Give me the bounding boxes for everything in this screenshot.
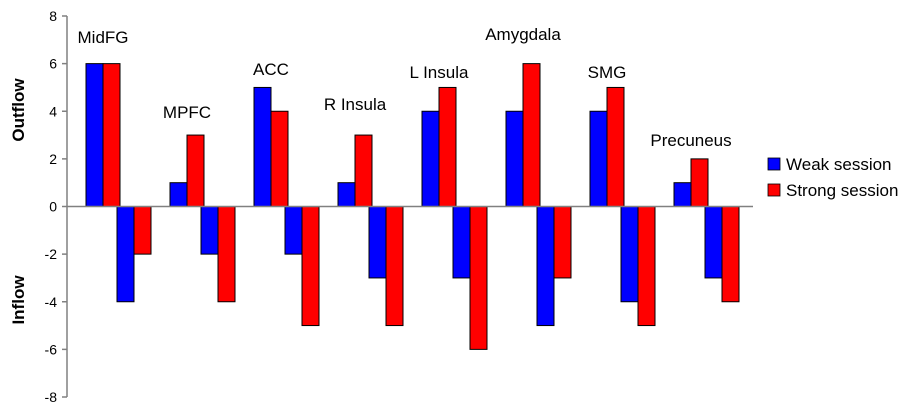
bar-outflow-strong-5: [522, 63, 541, 207]
bars-layer: [85, 63, 740, 350]
bar-outflow-weak-3: [337, 182, 356, 207]
bar-outflow-strong-3: [354, 134, 373, 207]
bar-outflow-weak-4: [421, 110, 440, 207]
region-label-6: SMG: [588, 63, 627, 82]
bar-inflow-strong-5: [553, 206, 572, 279]
bar-inflow-strong-1: [217, 206, 236, 303]
region-label-2: ACC: [253, 60, 289, 79]
region-label-5: Amygdala: [485, 25, 561, 44]
bar-inflow-strong-2: [301, 206, 320, 327]
y-tick-label: 0: [49, 199, 57, 215]
y-tick-label: 8: [49, 8, 57, 24]
bar-outflow-weak-6: [589, 110, 608, 207]
bar-inflow-strong-3: [385, 206, 404, 327]
bar-outflow-weak-7: [673, 182, 692, 207]
bar-inflow-strong-7: [721, 206, 740, 303]
y-axis-title-outflow: Outflow: [9, 78, 28, 142]
bar-inflow-weak-5: [536, 206, 555, 327]
bar-outflow-weak-0: [85, 63, 104, 207]
y-axis-title-inflow: Inflow: [9, 275, 28, 325]
bar-outflow-strong-1: [186, 134, 205, 207]
bar-inflow-weak-0: [116, 206, 135, 303]
y-tick-label: 2: [49, 151, 57, 167]
region-label-1: MPFC: [163, 103, 211, 122]
bar-inflow-strong-4: [469, 206, 488, 350]
y-tick-label: 4: [49, 103, 57, 119]
y-tick-label: 6: [49, 56, 57, 72]
legend: Weak session Strong session: [767, 155, 898, 200]
region-label-7: Precuneus: [650, 131, 731, 150]
region-label-4: L Insula: [410, 63, 469, 82]
y-tick-label: -2: [45, 246, 58, 262]
bar-inflow-strong-6: [637, 206, 656, 327]
legend-swatch-weak: [767, 157, 781, 171]
legend-label-weak: Weak session: [786, 155, 892, 174]
legend-swatch-strong: [767, 183, 781, 197]
bar-outflow-strong-6: [606, 86, 625, 207]
bar-outflow-strong-0: [102, 63, 121, 207]
legend-label-strong: Strong session: [786, 181, 898, 200]
labels-layer: MidFG MPFC ACC R Insula L Insula Amygdala SMG P…: [9, 25, 732, 325]
bar-outflow-weak-1: [169, 182, 188, 207]
bar-outflow-strong-2: [270, 110, 289, 207]
y-tick-label: -8: [45, 389, 58, 405]
y-tick-label: -4: [45, 294, 58, 310]
bar-inflow-weak-7: [704, 206, 723, 279]
bar-outflow-strong-4: [438, 86, 457, 207]
bar-outflow-strong-7: [690, 158, 709, 207]
bar-outflow-weak-2: [253, 86, 272, 207]
bar-inflow-weak-2: [284, 206, 303, 255]
region-label-0: MidFG: [78, 28, 129, 47]
bar-inflow-strong-0: [133, 206, 152, 255]
bar-inflow-weak-4: [452, 206, 471, 279]
bar-inflow-weak-6: [620, 206, 639, 303]
bar-outflow-weak-5: [505, 110, 524, 207]
bar-inflow-weak-1: [200, 206, 219, 255]
bar-inflow-weak-3: [368, 206, 387, 279]
y-tick-label: -6: [45, 341, 58, 357]
region-label-3: R Insula: [324, 95, 387, 114]
axes-layer: 8 6 4 2 0 -2 -4 -6 -8: [45, 8, 753, 405]
